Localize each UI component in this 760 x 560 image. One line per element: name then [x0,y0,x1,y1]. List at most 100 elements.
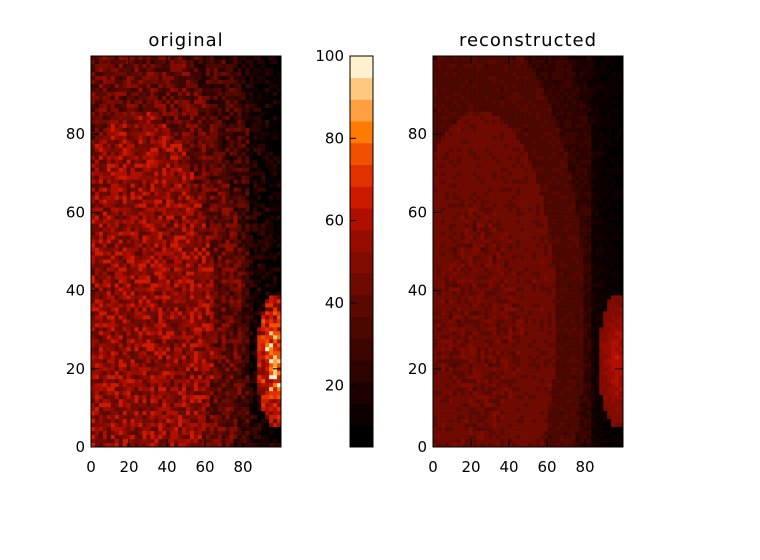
colorbar-band [350,229,373,252]
heatmap-cell [134,56,139,61]
heatmap-cell [174,171,179,177]
heatmap-cell [197,295,203,300]
heatmap-cell [178,239,183,244]
heatmap-cell [91,419,96,424]
heatmap-cell [150,247,155,252]
heatmap-cell [162,123,167,129]
heatmap-cell [178,243,183,248]
heatmap-cell [102,163,108,169]
heatmap-cell [512,71,517,77]
heatmap-cell [484,71,489,77]
heatmap-cell [98,83,104,89]
heatmap-cell [134,279,139,284]
heatmap-cell [261,67,266,73]
heatmap-cell [257,83,262,89]
heatmap-cell [178,275,183,280]
heatmap-cell [197,359,203,364]
heatmap-cell [571,67,576,73]
heatmap-cell [205,75,211,81]
heatmap-cell [233,123,238,129]
heatmap-cell [130,371,135,376]
heatmap-cell [249,355,254,360]
heatmap-cell [114,379,120,384]
heatmap-cell [245,263,250,268]
heatmap-cell [102,179,108,185]
heatmap-cell [130,67,135,73]
heatmap-cell [134,363,139,368]
heatmap-cell [178,135,183,141]
heatmap-cell [213,147,219,153]
heatmap-cell [138,267,143,272]
heatmap-cell [257,327,262,332]
heatmap-cell [130,223,135,228]
heatmap-cell [265,175,270,181]
heatmap-cell [237,267,242,272]
heatmap-cell [245,159,250,165]
heatmap-cell [182,175,187,181]
heatmap-cell [98,227,104,232]
heatmap-cell [265,79,270,85]
heatmap-cell [237,115,242,121]
heatmap-cell [162,131,167,137]
heatmap-cell [257,367,262,372]
heatmap-cell [174,231,179,236]
heatmap-cell [138,67,143,73]
heatmap-cell [197,419,203,424]
heatmap-cell [134,207,139,212]
heatmap-cell [166,115,171,121]
heatmap-cell [237,363,242,368]
heatmap-cell [134,291,139,296]
heatmap-cell [142,243,147,248]
heatmap-cell [170,115,175,121]
heatmap-cell [150,171,155,177]
heatmap-cell [102,355,108,360]
heatmap-cell [233,319,238,324]
heatmap-cell [126,323,131,328]
heatmap-cell [114,123,120,129]
heatmap-cell [245,343,250,348]
heatmap-cell [170,415,175,420]
heatmap-cell [91,287,96,292]
heatmap-cell [225,375,230,380]
heatmap-cell [269,87,274,93]
heatmap-cell [201,75,207,81]
heatmap-cell [162,147,167,153]
heatmap-cell [241,79,246,85]
heatmap-cell [269,247,274,252]
heatmap-cell [197,375,203,380]
heatmap-cell [197,79,203,85]
heatmap-cell [154,211,159,216]
heatmap-cell [106,231,112,236]
heatmap-cell [182,359,187,364]
heatmap-cell [94,267,100,272]
heatmap-cell [158,147,163,153]
heatmap-cell [126,359,131,364]
heatmap-cell [154,243,159,248]
heatmap-cell [253,123,258,129]
heatmap-cell [249,415,254,420]
heatmap-cell [189,139,195,145]
heatmap-cell [98,431,104,436]
heatmap-cell [91,123,96,129]
heatmap-cell [201,107,207,113]
heatmap-cell [241,435,246,440]
heatmap-cell [154,127,159,133]
heatmap-cell [118,183,124,189]
heatmap-cell [106,127,112,133]
heatmap-cell [126,183,131,189]
heatmap-cell [166,207,171,212]
heatmap-cell [237,283,242,288]
heatmap-cell [273,243,278,248]
heatmap-cell [217,115,222,121]
heatmap-cell [170,131,175,137]
heatmap-cell [134,439,139,444]
heatmap-cell [237,271,242,276]
heatmap-cell [225,435,230,440]
heatmap-cell [94,335,100,340]
heatmap-cell [102,327,108,332]
heatmap-cell [126,435,131,440]
heatmap-cell [261,367,266,372]
heatmap-cell [241,299,246,304]
heatmap-cell [233,155,238,161]
heatmap-cell [158,199,163,204]
